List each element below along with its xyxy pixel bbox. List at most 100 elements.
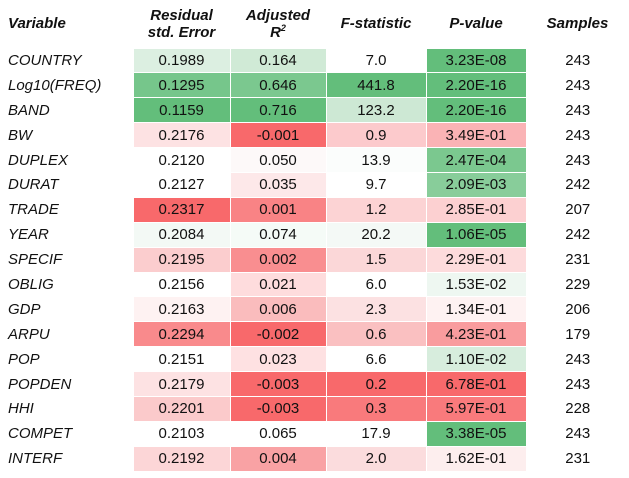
table-row: SPECIF 0.2195 0.002 1.5 2.29E-01 231 (0, 246, 629, 273)
adjusted-r2-cell: 0.006 (229, 296, 326, 322)
p-value-cell: 2.85E-01 (425, 196, 526, 223)
residual-std-error-cell: 0.1989 (132, 47, 230, 73)
p-value-cell: 3.49E-01 (425, 122, 526, 148)
p-value-cell: 2.47E-04 (425, 147, 526, 173)
p-value-cell: 1.06E-05 (425, 221, 526, 248)
header-adjusted-r2: Adjusted R2 (230, 0, 326, 49)
variable-cell: TRADE (0, 196, 133, 223)
variable-cell: POP (0, 346, 133, 372)
residual-std-error-cell: 0.2156 (132, 271, 230, 297)
table-row: Log10(FREQ) 0.1295 0.646 441.8 2.20E-16 243 (0, 72, 629, 98)
table-body: COUNTRY 0.1989 0.164 7.0 3.23E-08 243 Log10(FR… (0, 47, 629, 472)
header-residual-std-error: Residual std. Error (133, 0, 230, 49)
p-value-cell: 2.29E-01 (425, 246, 526, 273)
p-value-cell: 1.34E-01 (425, 296, 526, 322)
f-statistic-cell: 1.2 (325, 196, 426, 223)
residual-std-error-cell: 0.2195 (132, 246, 230, 273)
samples-cell: 231 (525, 246, 629, 273)
residual-std-error-cell: 0.2120 (132, 147, 230, 173)
p-value-cell: 6.78E-01 (425, 371, 526, 397)
samples-cell: 179 (525, 321, 629, 347)
header-residual-line2: std. Error (147, 23, 216, 41)
adjusted-r2-cell: 0.065 (229, 420, 326, 447)
f-statistic-cell: 2.3 (325, 296, 426, 322)
samples-cell: 242 (525, 171, 629, 198)
adjusted-r2-cell: -0.003 (229, 395, 326, 422)
variable-cell: OBLIG (0, 271, 133, 297)
header-adjusted-line1: Adjusted (245, 6, 311, 24)
residual-std-error-cell: 0.2317 (132, 196, 230, 223)
f-statistic-cell: 1.5 (325, 246, 426, 273)
samples-cell: 243 (525, 97, 629, 123)
p-value-cell: 5.97E-01 (425, 395, 526, 422)
table-header: Variable Residual std. Error Adjusted R2… (0, 0, 629, 49)
f-statistic-cell: 0.9 (325, 122, 426, 148)
variable-cell: SPECIF (0, 246, 133, 273)
adjusted-r2-cell: 0.001 (229, 196, 326, 223)
variable-cell: GDP (0, 296, 133, 322)
table-row: ARPU 0.2294 -0.002 0.6 4.23E-01 179 (0, 321, 629, 347)
samples-cell: 243 (525, 72, 629, 98)
residual-std-error-cell: 0.2179 (132, 371, 230, 397)
adjusted-r2-cell: 0.023 (229, 346, 326, 372)
p-value-cell: 4.23E-01 (425, 321, 526, 347)
f-statistic-cell: 2.0 (325, 445, 426, 472)
f-statistic-cell: 17.9 (325, 420, 426, 447)
adjusted-r2-cell: 0.716 (229, 97, 326, 123)
table-row: DURAT 0.2127 0.035 9.7 2.09E-03 242 (0, 171, 629, 198)
f-statistic-cell: 441.8 (325, 72, 426, 98)
table-row: DUPLEX 0.2120 0.050 13.9 2.47E-04 243 (0, 147, 629, 173)
p-value-cell: 3.38E-05 (425, 420, 526, 447)
variable-cell: DUPLEX (0, 147, 133, 173)
header-adjusted-superscript: 2 (280, 22, 286, 33)
f-statistic-cell: 7.0 (325, 47, 426, 73)
table-row: TRADE 0.2317 0.001 1.2 2.85E-01 207 (0, 196, 629, 223)
table-row: COMPET 0.2103 0.065 17.9 3.38E-05 243 (0, 420, 629, 447)
samples-cell: 243 (525, 371, 629, 397)
table-row: HHI 0.2201 -0.003 0.3 5.97E-01 228 (0, 395, 629, 422)
header-p-value: P-value (426, 0, 526, 49)
variable-cell: HHI (0, 395, 133, 422)
samples-cell: 242 (525, 221, 629, 248)
samples-cell: 206 (525, 296, 629, 322)
samples-cell: 207 (525, 196, 629, 223)
adjusted-r2-cell: 0.002 (229, 246, 326, 273)
p-value-cell: 1.62E-01 (425, 445, 526, 472)
variable-cell: ARPU (0, 321, 133, 347)
samples-cell: 243 (525, 147, 629, 173)
table-row: BW 0.2176 -0.001 0.9 3.49E-01 243 (0, 122, 629, 148)
f-statistic-cell: 0.6 (325, 321, 426, 347)
f-statistic-cell: 0.2 (325, 371, 426, 397)
f-statistic-cell: 123.2 (325, 97, 426, 123)
variable-cell: COMPET (0, 420, 133, 447)
p-value-cell: 1.10E-02 (425, 346, 526, 372)
table-row: OBLIG 0.2156 0.021 6.0 1.53E-02 229 (0, 271, 629, 297)
residual-std-error-cell: 0.2192 (132, 445, 230, 472)
f-statistic-cell: 20.2 (325, 221, 426, 248)
variable-cell: DURAT (0, 171, 133, 198)
residual-std-error-cell: 0.2176 (132, 122, 230, 148)
table-row: POPDEN 0.2179 -0.003 0.2 6.78E-01 243 (0, 371, 629, 397)
samples-cell: 243 (525, 122, 629, 148)
residual-std-error-cell: 0.1295 (132, 72, 230, 98)
adjusted-r2-cell: 0.164 (229, 47, 326, 73)
variable-cell: COUNTRY (0, 47, 133, 73)
residual-std-error-cell: 0.2163 (132, 296, 230, 322)
samples-cell: 243 (525, 346, 629, 372)
residual-std-error-cell: 0.1159 (132, 97, 230, 123)
p-value-cell: 2.20E-16 (425, 97, 526, 123)
variable-cell: YEAR (0, 221, 133, 248)
samples-cell: 243 (525, 420, 629, 447)
samples-cell: 231 (525, 445, 629, 472)
residual-std-error-cell: 0.2084 (132, 221, 230, 248)
residual-std-error-cell: 0.2127 (132, 171, 230, 198)
residual-std-error-cell: 0.2294 (132, 321, 230, 347)
table-row: BAND 0.1159 0.716 123.2 2.20E-16 243 (0, 97, 629, 123)
samples-cell: 229 (525, 271, 629, 297)
p-value-cell: 2.09E-03 (425, 171, 526, 198)
residual-std-error-cell: 0.2201 (132, 395, 230, 422)
samples-cell: 243 (525, 47, 629, 73)
header-f-statistic: F-statistic (326, 0, 426, 49)
